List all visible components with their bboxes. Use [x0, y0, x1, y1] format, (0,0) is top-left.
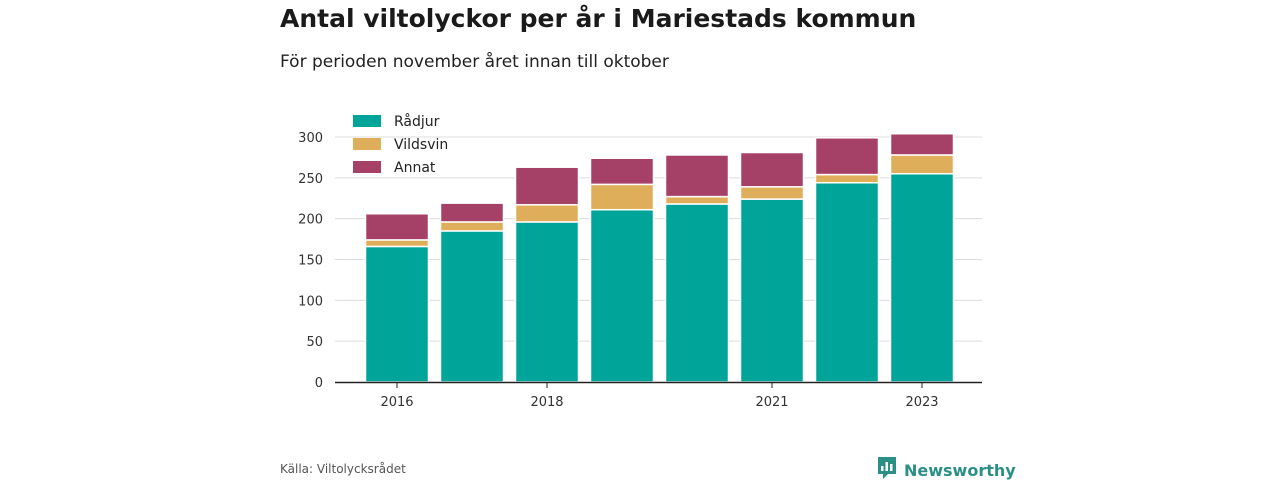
bar-2016-rådjur: [364, 245, 430, 383]
bar-2018-rådjur: [514, 221, 580, 383]
brand-logo: Newsworthy: [876, 456, 1016, 484]
bar-2016-annat: [364, 213, 430, 241]
legend-swatch-rådjur: [353, 115, 381, 127]
y-tick-label: 250: [298, 172, 323, 187]
bar-2020-rådjur: [664, 203, 730, 383]
bar-2020-vildsvin: [664, 195, 730, 205]
y-tick-label: 150: [298, 254, 323, 269]
bar-2017-annat: [439, 202, 505, 223]
y-tick-label: 0: [315, 376, 323, 391]
x-axis-ticks: 2016 2018 2021 2023: [380, 382, 939, 410]
bar-2016-vildsvin: [364, 239, 430, 248]
y-tick-label: 50: [306, 335, 323, 350]
bars: [364, 132, 955, 383]
y-tick-label: 200: [298, 213, 323, 228]
bar-2023-rådjur: [889, 173, 955, 383]
bar-2019-annat: [589, 157, 655, 186]
legend-swatch-vildsvin: [353, 138, 381, 150]
bar-2021-vildsvin: [739, 186, 805, 200]
bar-2019-vildsvin: [589, 183, 655, 211]
chart-subtitle: För perioden november året innan till ok…: [280, 52, 669, 72]
y-tick-label: 300: [298, 131, 323, 146]
brand-name: Newsworthy: [904, 460, 1016, 480]
y-tick-label: 100: [298, 294, 323, 309]
y-axis-ticks: 0 50 100 150 200 250 300: [298, 131, 323, 391]
source-note: Källa: Viltolycksrådet: [280, 462, 406, 476]
bar-2021-rådjur: [739, 198, 805, 383]
x-tick-label: 2018: [530, 395, 563, 410]
bar-2022-vildsvin: [814, 173, 880, 184]
bar-2017-vildsvin: [439, 221, 505, 232]
bar-2023-annat: [889, 132, 955, 156]
bar-2021-annat: [739, 151, 805, 188]
bar-2020-annat: [664, 154, 730, 198]
bar-2017-rådjur: [439, 230, 505, 383]
x-tick-label: 2016: [380, 395, 413, 410]
bar-2022-annat: [814, 137, 880, 176]
legend: Rådjur Vildsvin Annat: [353, 113, 448, 176]
bar-2022-rådjur: [814, 181, 880, 383]
legend-label-annat: Annat: [394, 160, 436, 176]
bar-2019-rådjur: [589, 208, 655, 383]
newsworthy-logo-icon: [876, 456, 898, 484]
chart-title: Antal viltolyckor per år i Mariestads ko…: [280, 4, 917, 33]
bar-2018-annat: [514, 166, 580, 206]
bar-2023-vildsvin: [889, 154, 955, 175]
legend-label-rådjur: Rådjur: [394, 113, 440, 130]
legend-label-vildsvin: Vildsvin: [394, 137, 448, 153]
bar-2018-vildsvin: [514, 204, 580, 223]
x-tick-label: 2021: [755, 395, 788, 410]
x-tick-label: 2023: [905, 395, 938, 410]
legend-swatch-annat: [353, 161, 381, 173]
